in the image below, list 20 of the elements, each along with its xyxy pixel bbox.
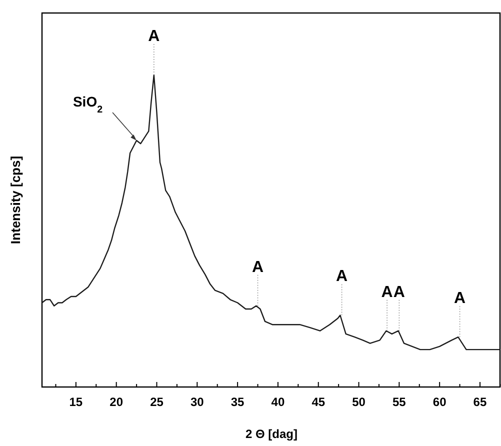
annotation: A: [336, 268, 348, 286]
x-tick-label: 45: [312, 395, 326, 409]
x-tick-label: 20: [110, 395, 124, 409]
annotation: A: [252, 258, 264, 276]
x-tick-label: 15: [69, 395, 83, 409]
x-tick-label: 40: [271, 395, 285, 409]
annotation: A: [454, 290, 466, 308]
x-tick-label: 50: [352, 395, 366, 409]
x-axis-title: 2 Θ [dag]: [245, 427, 298, 441]
x-tick-label: 65: [473, 395, 487, 409]
x-tick-label: 60: [432, 395, 447, 409]
x-tick-label: 55: [392, 395, 406, 409]
x-tick-label: 35: [230, 395, 245, 409]
x-tick-label: 30: [190, 395, 204, 409]
annotation: A: [393, 284, 406, 301]
y-axis-title: Intensity [cps]: [8, 156, 23, 244]
x-tick-label: 25: [150, 395, 164, 409]
annotation: SiO$_{2}$: [72, 94, 104, 116]
annotation: A: [381, 284, 394, 301]
annotation: A: [148, 28, 160, 45]
